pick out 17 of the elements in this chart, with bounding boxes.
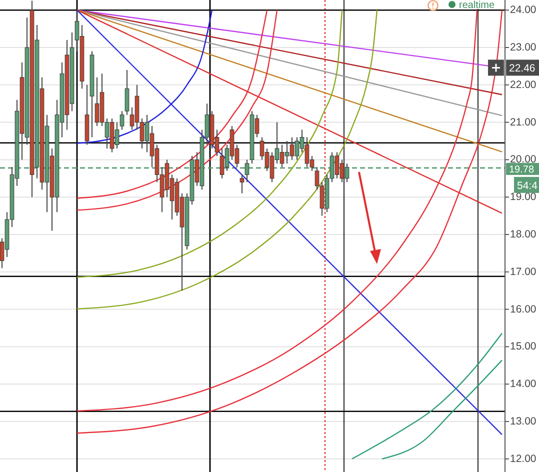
y-tick-label: 18.00 bbox=[510, 228, 536, 241]
y-tick-label: 15.00 bbox=[510, 340, 536, 353]
y-tick-label: 20.00 bbox=[510, 154, 536, 166]
y-tick-label: 17.00 bbox=[510, 266, 536, 278]
y-tick-label: 22.00 bbox=[510, 78, 536, 91]
y-tick-label: 24.00 bbox=[510, 4, 536, 16]
y-tick-label: 14.00 bbox=[510, 378, 536, 390]
y-tick-label: 13.00 bbox=[510, 416, 536, 428]
y-tick-label: 12.00 bbox=[510, 452, 536, 465]
y-tick-label: 23.00 bbox=[510, 42, 536, 54]
y-tick-label: 16.00 bbox=[510, 303, 536, 316]
annotation: realtime bbox=[459, 0, 496, 11]
y-tick-label: 21.00 bbox=[510, 116, 536, 128]
y-tick-label: 19.00 bbox=[510, 191, 536, 204]
annotation: 22.46 bbox=[509, 62, 536, 75]
ref-line-label: 19.78 bbox=[509, 164, 534, 176]
text: 54:4 bbox=[517, 180, 538, 192]
